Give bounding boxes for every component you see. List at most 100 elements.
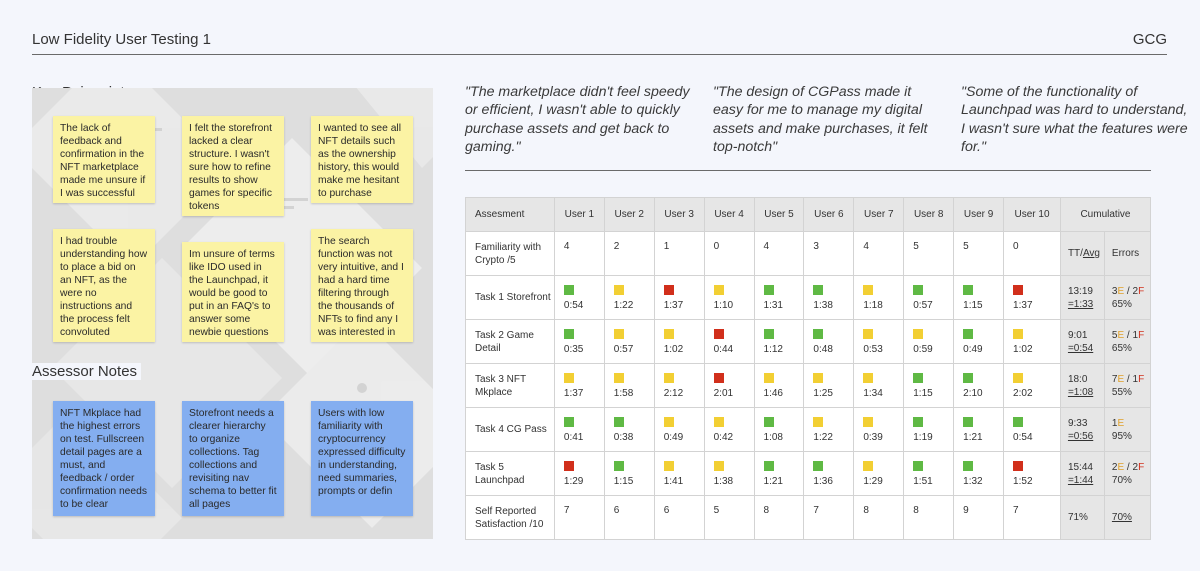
status-square [913, 328, 924, 339]
task-time: 1:38 [713, 475, 734, 487]
errors-cell: 2E / 2F 70% [1103, 451, 1152, 496]
user-quote: "The design of CGPass made it easy for m… [713, 84, 928, 155]
tt-avg-header: TT/Avg [1059, 231, 1105, 276]
task-time: 0:39 [863, 431, 883, 443]
task-time: 2:01 [713, 387, 734, 399]
success-rate: 70% [1111, 474, 1132, 486]
painpoint-note: I had trouble understanding how to place… [53, 229, 155, 342]
task-time: 1:36 [813, 475, 833, 487]
errors-cell: 7E / 1F 55% [1103, 363, 1152, 408]
satisfaction-value: 6 [603, 495, 655, 540]
task-result-cell: 1:15 [953, 275, 1005, 320]
task-time: 2:12 [663, 387, 684, 399]
satisfaction-row: Self Reported Satisfaction /10 7 6 6 5 8 7 8 8 9 7… [465, 495, 1152, 540]
status-square [813, 416, 824, 427]
total-time-cell: 15:44 =1:44 [1059, 451, 1105, 496]
painpoint-note: I wanted to see all NFT details such as … [311, 116, 413, 203]
results-table: Assesment User 1 User 2 User 3 User 4 Us… [465, 197, 1152, 540]
status-square [763, 328, 774, 339]
average-time: =1:44 [1067, 474, 1094, 486]
status-square [563, 284, 574, 295]
status-square [863, 328, 874, 339]
task-time: 1:02 [663, 343, 684, 355]
task-row: Task 2 Game Detail 0:35 0:57 1:02 0:44 1:12 0:… [465, 319, 1152, 364]
status-square [913, 284, 924, 295]
satisfaction-value: 7 [803, 495, 855, 540]
tt-label: TT/ [1067, 248, 1083, 259]
sticky-board: The lack of feedback and confirmation in… [32, 88, 433, 539]
task-time: 0:41 [563, 431, 584, 443]
task-result-cell: 1:19 [903, 407, 955, 452]
task-result-cell: 1:38 [703, 451, 755, 496]
familiarity-value: 3 [803, 231, 855, 276]
task-time: 0:38 [613, 431, 634, 443]
status-square [713, 328, 724, 339]
status-square [663, 284, 674, 295]
status-square [863, 284, 874, 295]
success-rate: 95% [1111, 430, 1132, 442]
status-square [613, 284, 624, 295]
satisfaction-value: 6 [653, 495, 705, 540]
task-result-cell: 0:39 [853, 407, 905, 452]
status-square [963, 460, 974, 471]
task-label: Task 3 NFT Mkplace [465, 363, 555, 408]
status-square [1013, 328, 1024, 339]
task-time: 1:37 [563, 387, 584, 399]
user-header: User 3 [653, 197, 705, 232]
user-quote: "The marketplace didn't feel speedy or e… [465, 84, 690, 155]
satisfaction-total: 70% [1103, 495, 1152, 540]
task-time: 1:58 [613, 387, 634, 399]
fail-letter: F [1138, 373, 1145, 385]
avg-label: Avg [1082, 248, 1100, 259]
status-square [563, 416, 574, 427]
task-time: 1:29 [863, 475, 883, 487]
total-time-cell: 13:19 =1:33 [1059, 275, 1105, 320]
status-square [663, 460, 674, 471]
task-time: 1:02 [1013, 343, 1033, 355]
task-time: 1:32 [963, 475, 983, 487]
errors-cell: 3E / 2F 65% [1103, 275, 1152, 320]
familiarity-value: 4 [753, 231, 805, 276]
task-time: 1:21 [963, 431, 983, 443]
task-time: 0:44 [713, 343, 734, 355]
familiarity-value: 4 [853, 231, 905, 276]
task-result-cell: 1:02 [653, 319, 705, 364]
error-summary: 7E / 1F [1111, 373, 1145, 385]
task-result-cell: 1:22 [603, 275, 655, 320]
familiarity-value: 5 [903, 231, 955, 276]
task-time: 0:35 [563, 343, 584, 355]
error-count: 2 [1111, 461, 1118, 473]
status-square [763, 372, 774, 383]
task-result-cell: 0:49 [653, 407, 705, 452]
task-result-cell: 1:38 [803, 275, 855, 320]
task-time: 1:31 [763, 299, 783, 311]
user-header: User 10 [1003, 197, 1061, 232]
error-letter: E [1117, 373, 1125, 385]
task-label: Task 5 Launchpad [465, 451, 555, 496]
task-result-cell: 2:02 [1003, 363, 1061, 408]
task-result-cell: 1:32 [953, 451, 1005, 496]
user-header: User 4 [703, 197, 755, 232]
task-result-cell: 1:02 [1003, 319, 1061, 364]
row-label: Familiarity with Crypto /5 [465, 231, 555, 276]
task-result-cell: 1:51 [903, 451, 955, 496]
task-result-cell: 0:53 [853, 319, 905, 364]
task-row: Task 3 NFT Mkplace 1:37 1:58 2:12 2:01 1:46 1:… [465, 363, 1152, 408]
header-row: Assesment User 1 User 2 User 3 User 4 Us… [465, 197, 1152, 232]
task-label: Task 2 Game Detail [465, 319, 555, 364]
total-time: 9:33 [1067, 417, 1088, 429]
task-result-cell: 1:46 [753, 363, 805, 408]
status-square [913, 416, 924, 427]
fail-letter: F [1138, 285, 1145, 297]
fail-count: 1 [1132, 373, 1139, 385]
assessment-header: Assesment [465, 197, 555, 232]
familiarity-value: 4 [553, 231, 605, 276]
success-rate: 65% [1111, 342, 1132, 354]
status-square [613, 460, 624, 471]
task-result-cell: 1:21 [953, 407, 1005, 452]
familiarity-row: Familiarity with Crypto /5 4 2 1 0 4 3 4… [465, 231, 1152, 276]
status-square [813, 284, 824, 295]
satisfaction-value: 8 [753, 495, 805, 540]
task-label: Task 4 CG Pass [465, 407, 555, 452]
familiarity-value: 2 [603, 231, 655, 276]
